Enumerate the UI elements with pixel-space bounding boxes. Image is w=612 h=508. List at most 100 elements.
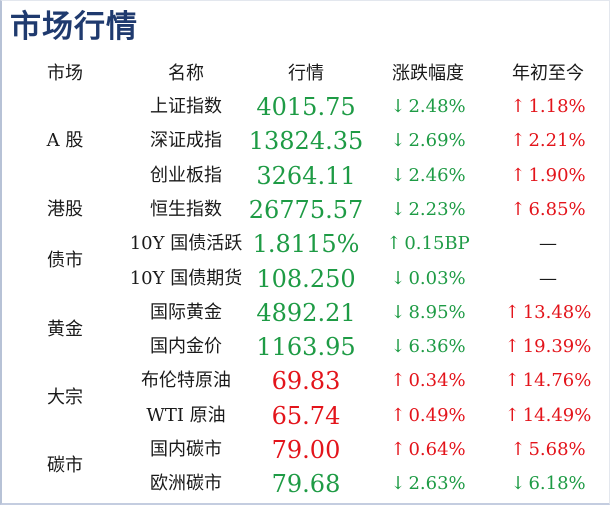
- arrow-down-icon: ↓: [510, 473, 526, 495]
- row-change-text: 6.36%: [408, 336, 466, 358]
- row-name: 欧洲碳市: [150, 473, 222, 495]
- header-ytd: 年初至今: [512, 63, 584, 84]
- arrow-down-icon: ↓: [390, 473, 406, 495]
- row-change-text: 0.64%: [408, 439, 466, 460]
- arrow-up-icon: ↑: [390, 439, 406, 460]
- row-ytd: ↑ 1.90%: [490, 159, 606, 193]
- arrow-up-icon: ↑: [510, 130, 526, 152]
- row-change: ↓ 8.95%: [372, 296, 484, 330]
- row-ytd: ↓ 6.18%: [490, 467, 606, 501]
- arrow-up-icon: ↑: [510, 439, 526, 460]
- row-change-text: 0.15BP: [404, 233, 470, 255]
- arrow-down-icon: ↓: [390, 336, 406, 358]
- row-ytd-text: 1.18%: [528, 96, 586, 117]
- arrow-down-icon: ↓: [390, 198, 406, 220]
- row-ytd-text: 13.48%: [522, 301, 592, 323]
- row-change: ↑ 0.15BP: [372, 227, 484, 261]
- row-change: ↑ 0.34%: [372, 364, 484, 398]
- row-name: 布伦特原油: [141, 370, 231, 392]
- row-quote-value: 4892.21: [256, 298, 356, 327]
- arrow-up-icon: ↑: [510, 96, 526, 117]
- row-change-text: 0.49%: [408, 404, 466, 426]
- row-change: ↑ 0.64%: [372, 433, 484, 467]
- row-name: 国内金价: [150, 336, 222, 358]
- arrow-up-icon: ↑: [390, 370, 406, 392]
- header-market: 市场: [47, 63, 83, 84]
- group-label-commodity: 大宗: [47, 387, 83, 408]
- row-ytd: ↑ 13.48%: [490, 296, 606, 330]
- row-name: 10Y 国债期货: [129, 267, 243, 289]
- row-change: ↑ 0.49%: [372, 399, 484, 433]
- arrow-up-icon: ↑: [504, 404, 520, 426]
- row-ytd-text: —: [539, 267, 557, 289]
- page-title: 市场行情: [10, 9, 138, 45]
- arrow-down-icon: ↓: [390, 267, 406, 289]
- row-change: ↓ 2.46%: [372, 159, 484, 193]
- row-change-text: 8.95%: [408, 301, 466, 323]
- row-ytd: ↑ 6.85%: [490, 193, 606, 227]
- row-change-text: 2.46%: [408, 164, 466, 186]
- row-change-text: 2.23%: [408, 198, 466, 220]
- row-ytd: —: [490, 227, 606, 261]
- row-name: 创业板指: [150, 164, 222, 186]
- arrow-up-icon: ↑: [386, 233, 402, 255]
- header-change: 涨跌幅度: [392, 63, 464, 84]
- table-row: WTI 原油 65.74 ↑ 0.49% ↑ 14.49%: [0, 399, 612, 433]
- row-name: 恒生指数: [150, 198, 222, 220]
- row-ytd-text: —: [539, 233, 557, 255]
- row-ytd-text: 6.18%: [528, 473, 586, 495]
- row-change: ↓ 2.69%: [372, 124, 484, 158]
- arrow-down-icon: ↓: [390, 96, 406, 117]
- row-change: ↓ 2.48%: [372, 90, 484, 124]
- row-quote-value: 4015.75: [256, 93, 356, 121]
- table-row: 深证成指 13824.35 ↓ 2.69% ↑ 2.21%: [0, 124, 612, 158]
- row-ytd: —: [490, 262, 606, 296]
- row-ytd-text: 14.76%: [522, 370, 592, 392]
- header-name: 名称: [168, 63, 204, 84]
- row-ytd-text: 14.49%: [522, 404, 592, 426]
- row-quote-value: 65.74: [271, 401, 341, 430]
- group-label-gold: 黄金: [47, 319, 83, 340]
- table-row: 国内碳市 79.00 ↑ 0.64% ↑ 5.68%: [0, 433, 612, 467]
- row-ytd: ↑ 19.39%: [490, 330, 606, 364]
- arrow-up-icon: ↑: [510, 198, 526, 220]
- row-change: ↓ 2.23%: [372, 193, 484, 227]
- arrow-down-icon: ↓: [390, 301, 406, 323]
- row-quote-value: 1.8115%: [252, 230, 360, 259]
- group-label-carbon: 碳市: [47, 455, 83, 476]
- arrow-up-icon: ↑: [504, 336, 520, 358]
- arrow-down-icon: ↓: [390, 130, 406, 152]
- table-row: 10Y 国债期货 108.250 ↓ 0.03% —: [0, 262, 612, 296]
- row-change-text: 2.63%: [408, 473, 466, 495]
- row-change: ↓ 2.63%: [372, 467, 484, 501]
- row-quote-value: 79.00: [271, 436, 341, 464]
- arrow-up-icon: ↑: [504, 301, 520, 323]
- table-row: 欧洲碳市 79.68 ↓ 2.63% ↓ 6.18%: [0, 467, 612, 501]
- row-name: 上证指数: [150, 96, 222, 117]
- arrow-up-icon: ↑: [390, 404, 406, 426]
- group-label-a-share: A 股: [46, 130, 84, 151]
- row-ytd: ↑ 1.18%: [490, 90, 606, 124]
- row-ytd-text: 2.21%: [528, 130, 586, 152]
- table-row: 国内金价 1163.95 ↓ 6.36% ↑ 19.39%: [0, 330, 612, 364]
- row-quote-value: 108.250: [256, 264, 356, 293]
- row-ytd: ↑ 14.49%: [490, 399, 606, 433]
- row-ytd-text: 6.85%: [528, 198, 586, 220]
- table-row: 布伦特原油 69.83 ↑ 0.34% ↑ 14.76%: [0, 364, 612, 398]
- table-row: 国际黄金 4892.21 ↓ 8.95% ↑ 13.48%: [0, 296, 612, 330]
- row-change-text: 2.69%: [408, 130, 466, 152]
- arrow-down-icon: ↓: [390, 164, 406, 186]
- row-quote-value: 3264.11: [256, 161, 356, 190]
- row-ytd: ↑ 5.68%: [490, 433, 606, 467]
- group-label-bond: 债市: [47, 250, 83, 271]
- arrow-up-icon: ↑: [504, 370, 520, 392]
- row-ytd: ↑ 14.76%: [490, 364, 606, 398]
- row-name: 国内碳市: [150, 439, 222, 460]
- row-ytd-text: 1.90%: [528, 164, 586, 186]
- header-quote: 行情: [288, 63, 324, 84]
- table-row: 创业板指 3264.11 ↓ 2.46% ↑ 1.90%: [0, 159, 612, 193]
- arrow-up-icon: ↑: [510, 164, 526, 186]
- row-quote-value: 13824.35: [248, 127, 364, 156]
- row-quote-value: 79.68: [271, 470, 341, 499]
